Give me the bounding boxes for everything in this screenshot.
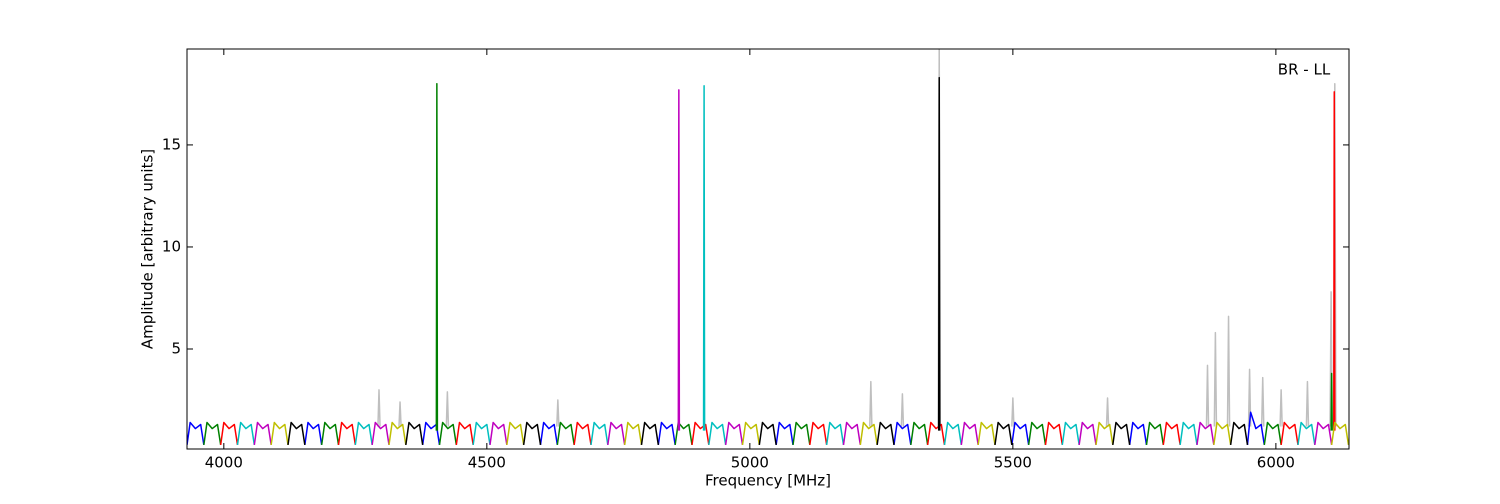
data-line [203, 82, 1333, 446]
axes-frame [186, 48, 1350, 450]
data-line [287, 76, 1249, 446]
data-line [270, 421, 1349, 446]
annotation: BR - LL [1278, 61, 1331, 79]
data-line [187, 411, 1266, 446]
x-tick-label: 5500 [994, 454, 1032, 472]
x-tick-label: 6000 [1257, 454, 1295, 472]
data-line [253, 89, 1333, 446]
x-tick-label: 4500 [468, 454, 506, 472]
y-tick-label: 5 [171, 340, 181, 358]
y-axis-label: Amplitude [arbitrary units] [139, 149, 157, 349]
data-line [236, 84, 1316, 446]
y-tick-label: 15 [162, 135, 181, 153]
y-tick-label: 10 [162, 237, 181, 255]
x-axis-label: Frequency [MHz] [705, 472, 831, 490]
data-line [377, 49, 1337, 427]
data-line [219, 91, 1336, 446]
x-tick-label: 5000 [731, 454, 769, 472]
plot-area [187, 49, 1349, 446]
x-tick-label: 4000 [205, 454, 243, 472]
